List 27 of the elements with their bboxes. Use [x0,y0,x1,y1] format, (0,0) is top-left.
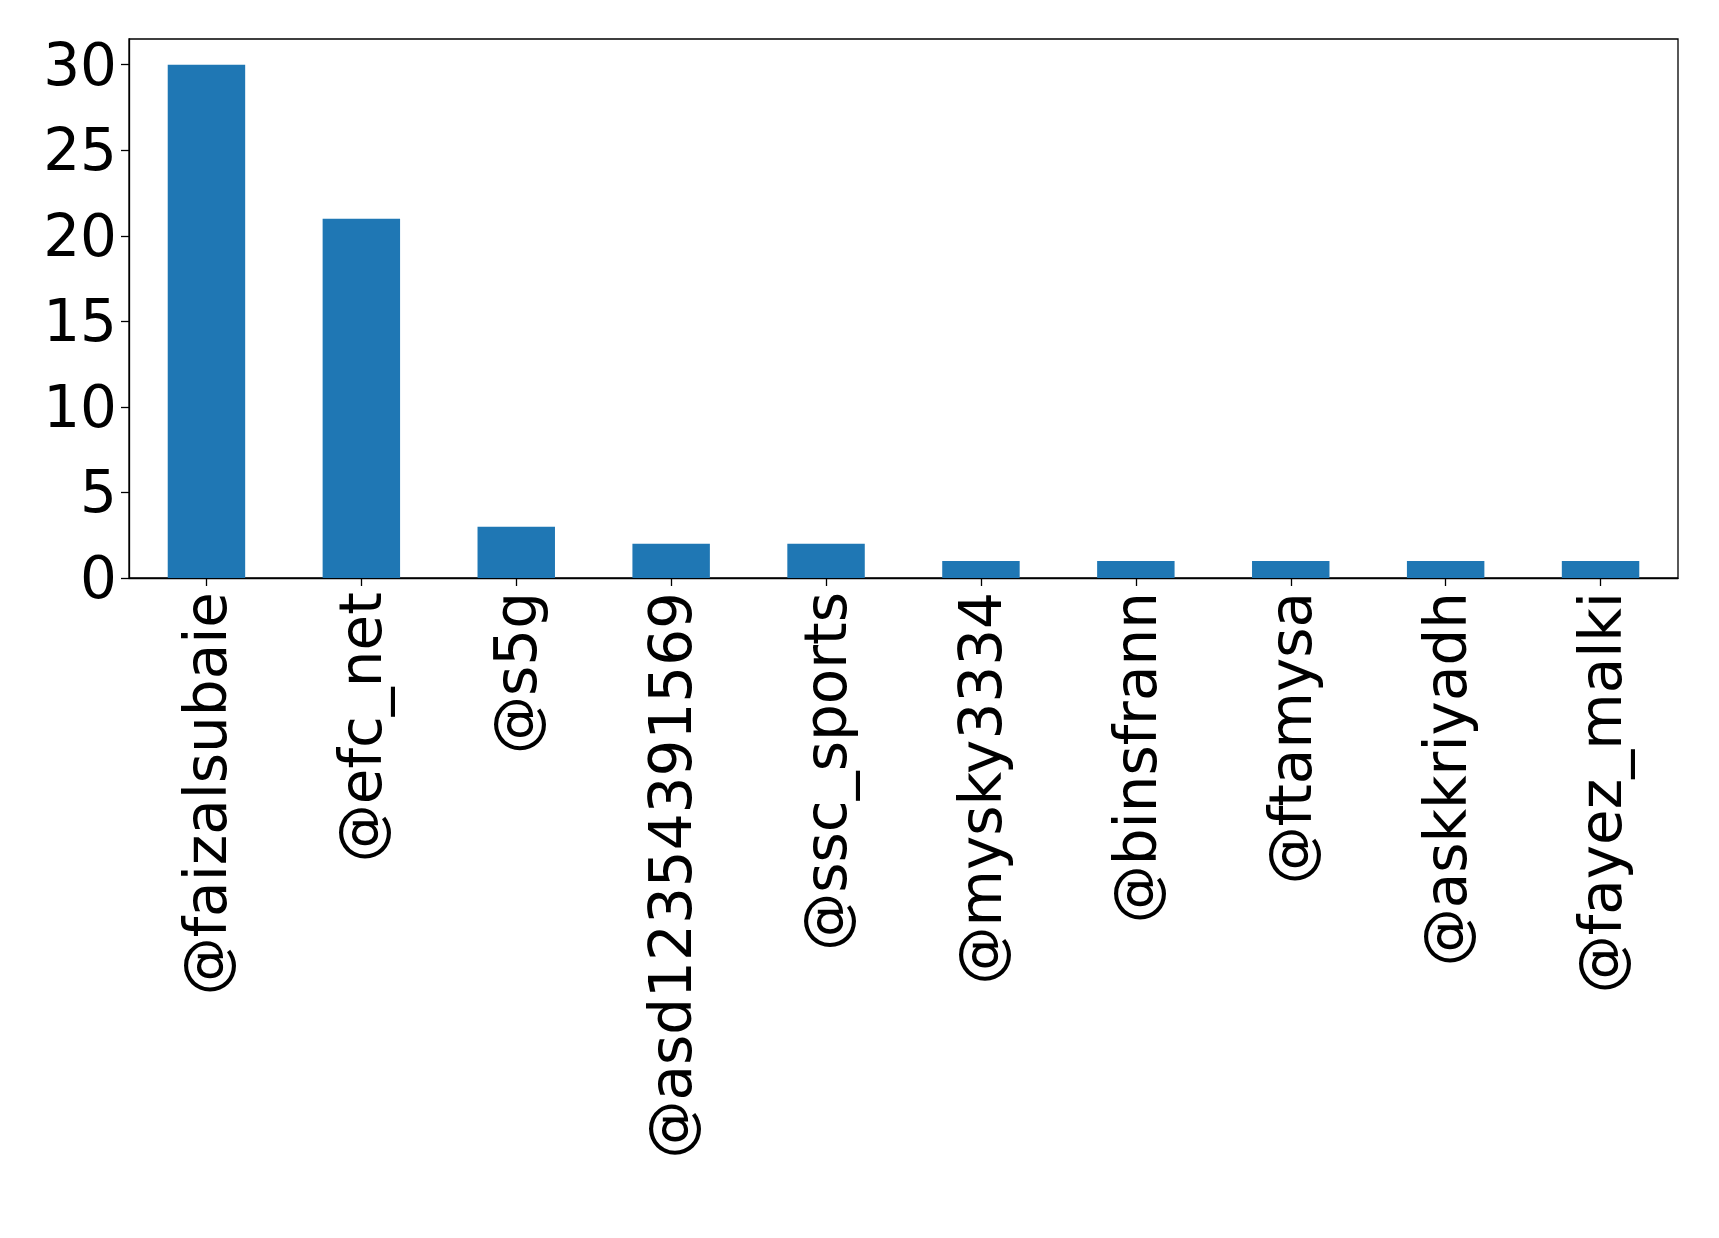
y-tick-label: 10 [43,372,117,441]
x-tick-label: @mysky3334 [946,592,1015,985]
bar [787,543,865,578]
bar [477,526,555,578]
x-tick-label: @binsfrann [1101,592,1170,924]
bar [1097,560,1175,578]
y-tick-label: 0 [80,544,117,612]
x-tick-label: @ssc_sports [792,592,861,951]
bar [632,543,710,578]
bar [942,560,1020,578]
bar [322,218,401,578]
bar [1252,560,1330,578]
bar [167,64,246,578]
x-tick-label: @faizalsubaie [172,592,241,996]
y-tick-label: 20 [43,201,117,270]
x-tick-label: @fayez_malki [1566,592,1635,994]
y-tick-label: 5 [80,458,117,527]
x-tick-label: @s5g [482,592,551,754]
bar [1406,560,1485,578]
x-tick-label: @ftamysa [1256,592,1325,885]
y-tick-label: 15 [43,287,117,356]
x-tick-label: @asd12354391569 [637,592,706,1159]
bar [1561,560,1640,578]
y-tick-label: 30 [43,30,117,99]
x-tick-label: @askkriyadh [1411,592,1480,967]
x-tick-label: @efc_net [327,592,396,863]
y-tick-label: 25 [43,116,117,185]
